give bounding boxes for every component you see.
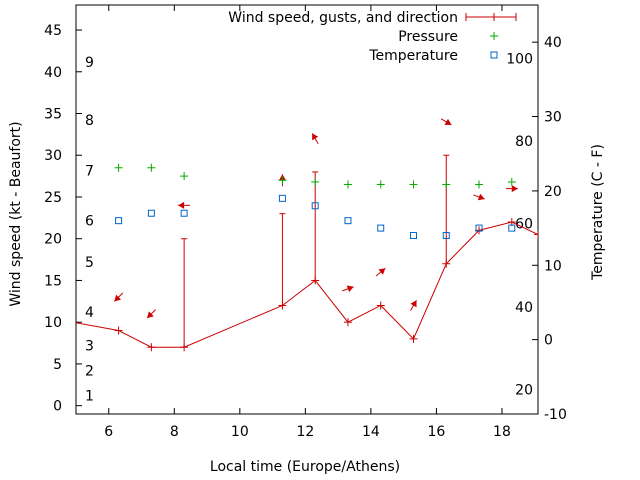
temperature-point	[147, 209, 155, 217]
beaufort-label: 5	[85, 255, 94, 271]
temperature-point	[344, 217, 352, 225]
beaufort-label: 9	[85, 55, 94, 71]
wind-direction-arrow	[342, 285, 354, 293]
y-tick-label: 15	[44, 273, 62, 289]
temperature-point	[508, 224, 516, 232]
pressure-point	[507, 177, 516, 186]
beaufort-label: 2	[85, 364, 94, 380]
fahrenheit-label: 20	[515, 382, 533, 398]
y2-tick-label: 20	[544, 184, 562, 200]
y-tick-label: 35	[44, 107, 62, 123]
x-tick-label: 12	[296, 424, 314, 440]
arrow-head	[511, 185, 518, 193]
beaufort-label: 8	[85, 113, 94, 129]
fahrenheit-label: 80	[515, 134, 533, 150]
y-tick-label: 45	[44, 23, 62, 39]
beaufort-label: 3	[85, 339, 94, 355]
arrow-head	[312, 133, 319, 141]
y2-tick-label: 40	[544, 35, 562, 51]
y-axis-label: Wind speed (kt - Beaufort)	[8, 121, 24, 306]
y2-tick-label: -10	[544, 407, 567, 423]
temperature-point	[115, 217, 123, 225]
x-tick-label: 16	[428, 424, 446, 440]
beaufort-label: 4	[85, 305, 94, 321]
arrow-head	[114, 294, 122, 302]
pressure-point	[147, 163, 156, 172]
temperature-point	[311, 202, 319, 210]
wind-direction-arrow	[311, 133, 319, 144]
y-tick-label: 30	[44, 148, 62, 164]
y2-tick-label: 10	[544, 258, 562, 274]
pressure-point	[409, 180, 418, 189]
fahrenheit-label: 40	[515, 300, 533, 316]
x-tick-label: 14	[362, 424, 380, 440]
pressure-point	[475, 180, 484, 189]
arrow-head	[444, 118, 452, 125]
wind-series	[76, 154, 538, 352]
fahrenheit-label: 100	[506, 52, 533, 68]
legend-label: Pressure	[398, 29, 458, 45]
y2-axis-label: Temperature (C - F)	[590, 144, 606, 281]
y-tick-label: 20	[44, 232, 62, 248]
arrow-head	[477, 193, 485, 201]
y-tick-label: 40	[44, 65, 62, 81]
plot-frame	[75, 4, 539, 415]
y-tick-label: 10	[44, 315, 62, 331]
arrow-head	[346, 285, 354, 293]
arrow-head	[410, 300, 417, 308]
arrow-head	[178, 201, 185, 209]
wind-direction-arrow	[505, 185, 518, 193]
y-tick-label: 25	[44, 190, 62, 206]
y2-tick-label: 30	[544, 110, 562, 126]
legend-label: Wind speed, gusts, and direction	[228, 10, 458, 26]
legend-temperature-sample	[490, 51, 498, 59]
arrow-head	[378, 268, 386, 275]
pressure-point	[442, 180, 451, 189]
legend-label: Temperature	[368, 48, 458, 64]
pressure-point	[278, 176, 287, 185]
temperature-point	[377, 224, 385, 232]
beaufort-label: 7	[85, 163, 94, 179]
y2-tick-label: 0	[544, 333, 553, 349]
beaufort-label: 1	[85, 389, 94, 405]
y-tick-label: 5	[53, 357, 62, 373]
pressure-point	[376, 180, 385, 189]
wind-direction-arrow	[375, 267, 386, 277]
x-tick-label: 8	[170, 424, 179, 440]
x-tick-label: 18	[493, 424, 511, 440]
temperature-point	[278, 194, 286, 202]
pressure-point	[180, 172, 189, 181]
pressure-point	[114, 163, 123, 172]
x-tick-label: 6	[104, 424, 113, 440]
wind-direction-arrow	[178, 201, 191, 209]
temperature-point	[475, 224, 483, 232]
pressure-point	[311, 177, 320, 186]
wind-direction-arrow	[473, 193, 485, 201]
arrow-head	[147, 311, 154, 319]
wind-speed-line	[76, 221, 538, 348]
wind-direction-arrow	[410, 300, 417, 311]
wind-direction-arrow	[440, 118, 452, 126]
temperature-point	[409, 232, 417, 240]
x-axis-label: Local time (Europe/Athens)	[210, 459, 400, 475]
temperature-point	[442, 232, 450, 240]
temperature-point	[180, 209, 188, 217]
y-tick-label: 0	[53, 399, 62, 415]
x-tick-label: 10	[231, 424, 249, 440]
beaufort-label: 6	[85, 213, 94, 229]
fahrenheit-label: 60	[515, 217, 533, 233]
wind-direction-arrow	[113, 292, 124, 302]
pressure-point	[343, 180, 352, 189]
wind-direction-arrow	[146, 309, 156, 319]
